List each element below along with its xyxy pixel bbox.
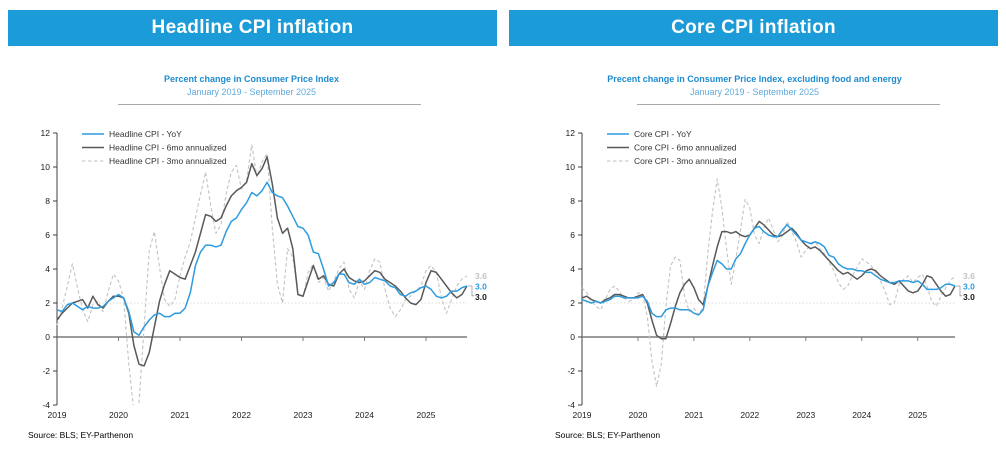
svg-text:8: 8 — [570, 196, 575, 206]
core-cpi-panel: Core CPI inflation Precent change in Con… — [503, 0, 1006, 453]
svg-text:2: 2 — [45, 298, 50, 308]
svg-text:3.6: 3.6 — [475, 271, 487, 281]
svg-text:-2: -2 — [567, 366, 575, 376]
svg-text:2: 2 — [570, 298, 575, 308]
svg-text:-2: -2 — [42, 366, 50, 376]
svg-text:2024: 2024 — [852, 410, 871, 420]
svg-text:-4: -4 — [42, 400, 50, 410]
svg-text:2025: 2025 — [417, 410, 436, 420]
headline-cpi-panel: Headline CPI inflation Percent change in… — [8, 10, 497, 440]
svg-text:3.6: 3.6 — [963, 271, 975, 281]
svg-text:4: 4 — [570, 264, 575, 274]
svg-text:2020: 2020 — [109, 410, 128, 420]
svg-text:Core CPI - 3mo annualized: Core CPI - 3mo annualized — [634, 156, 737, 166]
headline-banner: Headline CPI inflation — [8, 10, 497, 46]
svg-text:3.0: 3.0 — [475, 292, 487, 302]
svg-text:4: 4 — [45, 264, 50, 274]
svg-text:Headline CPI - 3mo annualized: Headline CPI - 3mo annualized — [109, 156, 227, 166]
core-chart-title: Precent change in Consumer Price Index, … — [607, 74, 902, 84]
svg-text:6: 6 — [570, 230, 575, 240]
svg-text:2025: 2025 — [908, 410, 927, 420]
svg-text:Headline CPI - 6mo annualized: Headline CPI - 6mo annualized — [109, 143, 227, 153]
headline-chart-subtitle: January 2019 - September 2025 — [186, 87, 317, 97]
svg-text:2020: 2020 — [628, 410, 647, 420]
svg-text:10: 10 — [566, 162, 576, 172]
svg-text:2023: 2023 — [796, 410, 815, 420]
svg-text:2021: 2021 — [171, 410, 190, 420]
svg-text:Core CPI - YoY: Core CPI - YoY — [634, 129, 692, 139]
svg-text:2023: 2023 — [294, 410, 313, 420]
svg-text:2019: 2019 — [573, 410, 592, 420]
svg-text:3.0: 3.0 — [963, 281, 975, 291]
svg-text:10: 10 — [41, 162, 51, 172]
svg-text:Headline CPI - YoY: Headline CPI - YoY — [109, 129, 182, 139]
svg-text:Core CPI - 6mo annualized: Core CPI - 6mo annualized — [634, 143, 737, 153]
title-rule — [637, 104, 940, 105]
svg-text:2021: 2021 — [684, 410, 703, 420]
svg-text:12: 12 — [566, 128, 576, 138]
svg-text:3.0: 3.0 — [475, 281, 487, 291]
svg-text:0: 0 — [45, 332, 50, 342]
svg-text:2022: 2022 — [740, 410, 759, 420]
svg-text:6: 6 — [45, 230, 50, 240]
source-note: Source: BLS; EY-Parthenon — [555, 430, 661, 440]
headline-chart-title: Percent change in Consumer Price Index — [163, 74, 340, 84]
core-chart-subtitle: January 2019 - September 2025 — [689, 87, 820, 97]
svg-text:0: 0 — [570, 332, 575, 342]
svg-text:2024: 2024 — [355, 410, 374, 420]
svg-text:2019: 2019 — [48, 410, 67, 420]
title-rule — [118, 104, 421, 105]
svg-text:2022: 2022 — [232, 410, 251, 420]
source-note: Source: BLS; EY-Parthenon — [28, 430, 134, 440]
core-banner: Core CPI inflation — [509, 10, 998, 46]
svg-text:8: 8 — [45, 196, 50, 206]
svg-text:-4: -4 — [567, 400, 575, 410]
svg-text:12: 12 — [41, 128, 51, 138]
svg-text:3.0: 3.0 — [963, 292, 975, 302]
